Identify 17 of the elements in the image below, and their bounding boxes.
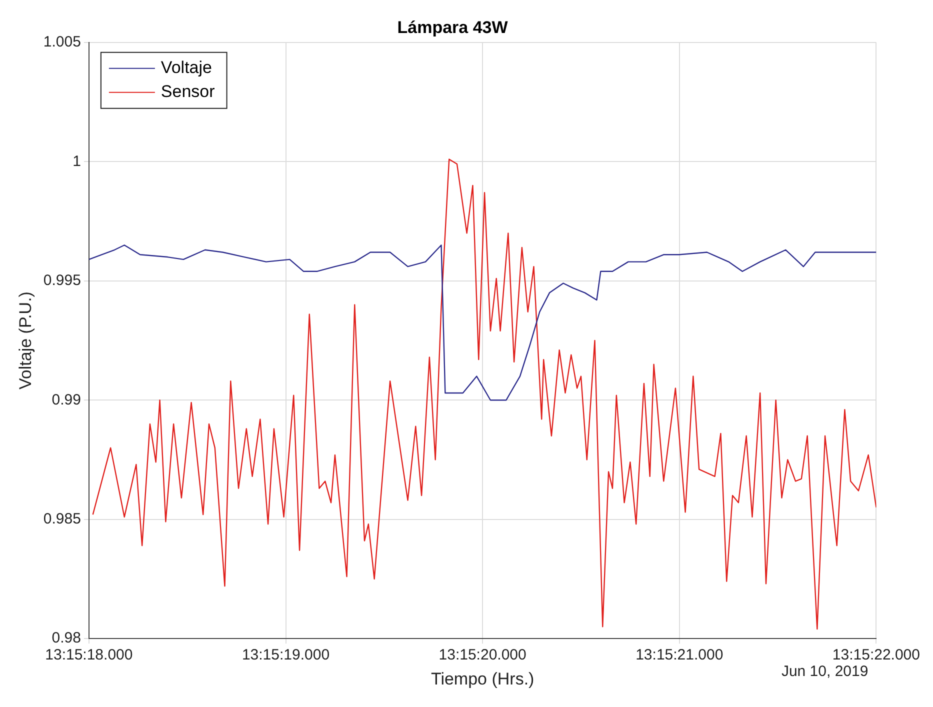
x-tick-label: 13:15:19.000 — [242, 646, 330, 664]
x-tick-label: 13:15:21.000 — [636, 646, 724, 664]
legend-label: Voltaje — [160, 58, 212, 78]
x-axis-title: Tiempo (Hrs.) — [430, 669, 534, 688]
text: Jun 10, 2019 — [781, 663, 868, 680]
y-tick-label: 1.005 — [43, 34, 81, 51]
y-tick-label: 0.995 — [43, 272, 81, 290]
chart-title: Lámpara 43W — [397, 18, 509, 37]
y-tick-label: 0.985 — [43, 510, 81, 528]
y-tick-label: 0.98 — [52, 630, 81, 647]
x-tick-label: 13:15:22.000 — [832, 646, 920, 664]
y-axis-title: Voltaje (P.U.) — [16, 292, 35, 390]
legend-label: Sensor — [160, 82, 216, 102]
x-tick-label: 13:15:18.000 — [45, 646, 133, 664]
x-tick-label: 13:15:20.000 — [438, 646, 526, 664]
y-tick-label: 1 — [72, 152, 81, 170]
y-tick-label: 0.99 — [52, 391, 81, 408]
